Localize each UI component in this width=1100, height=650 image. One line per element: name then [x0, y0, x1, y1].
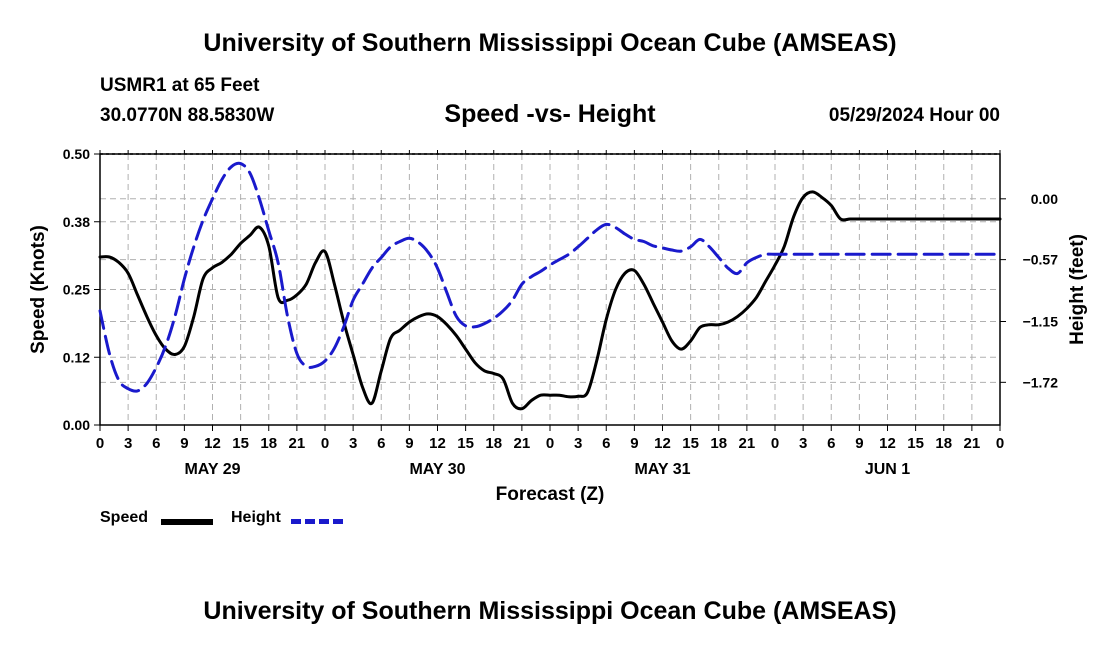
y-tick-label-right: −1.15	[1023, 314, 1059, 330]
x-tick-label: 9	[855, 435, 863, 452]
x-tick-label: 18	[935, 435, 952, 452]
page-title: University of Southern Mississippi Ocean…	[203, 29, 897, 57]
date-label: MAY 31	[634, 461, 690, 478]
x-tick-label: 15	[682, 435, 699, 452]
y-tick-label-right: 0.00	[1031, 191, 1058, 207]
x-tick-label: 18	[260, 435, 277, 452]
y-tick-label-right: −1.72	[1023, 374, 1059, 390]
x-axis-title: Forecast (Z)	[496, 484, 605, 505]
date-label: MAY 29	[184, 461, 240, 478]
x-tick-label: 0	[546, 435, 554, 452]
y-axis-title-left: Speed (Knots)	[28, 225, 49, 354]
coordinates-label: 30.0770N 88.5830W	[100, 105, 275, 126]
x-tick-label: 3	[124, 435, 132, 452]
x-tick-label: 12	[429, 435, 446, 452]
x-tick-label: 0	[771, 435, 779, 452]
x-tick-label: 6	[377, 435, 385, 452]
y-tick-label-left: 0.25	[63, 282, 90, 298]
legend-speed-swatch	[161, 519, 213, 525]
date-label: JUN 1	[865, 461, 910, 478]
x-tick-label: 21	[964, 435, 981, 452]
y-tick-label-left: 0.38	[63, 214, 90, 230]
x-tick-label: 21	[739, 435, 756, 452]
x-tick-label: 9	[405, 435, 413, 452]
x-tick-label: 15	[457, 435, 474, 452]
x-tick-label: 15	[232, 435, 249, 452]
chart-subtitle: Speed -vs- Height	[444, 100, 656, 128]
x-tick-label: 9	[180, 435, 188, 452]
x-tick-label: 15	[907, 435, 924, 452]
x-tick-label: 9	[630, 435, 638, 452]
x-tick-label: 21	[289, 435, 306, 452]
x-tick-label: 0	[321, 435, 329, 452]
x-tick-label: 18	[710, 435, 727, 452]
x-tick-label: 3	[799, 435, 807, 452]
y-tick-label-left: 0.12	[63, 349, 90, 365]
station-label: USMR1 at 65 Feet	[100, 75, 260, 96]
x-tick-label: 12	[879, 435, 896, 452]
legend-height-swatch	[291, 519, 343, 524]
footer-title: University of Southern Mississippi Ocean…	[203, 597, 897, 625]
x-tick-label: 3	[349, 435, 357, 452]
y-axis-title-right: Height (feet)	[1067, 234, 1088, 345]
height-series-line	[98, 161, 1002, 393]
x-tick-label: 3	[574, 435, 582, 452]
x-tick-label: 18	[485, 435, 502, 452]
x-tick-label: 0	[96, 435, 104, 452]
x-tick-label: 12	[204, 435, 221, 452]
y-tick-label-right: −0.57	[1023, 252, 1059, 268]
x-tick-label: 0	[996, 435, 1004, 452]
x-tick-label: 6	[152, 435, 160, 452]
legend-speed-label: Speed	[100, 509, 149, 526]
y-tick-label-left: 0.00	[63, 417, 90, 433]
x-tick-label: 12	[654, 435, 671, 452]
legend-height-label: Height	[231, 509, 281, 526]
date-label: MAY 30	[409, 461, 465, 478]
y-tick-label-left: 0.50	[63, 146, 90, 162]
x-tick-label: 6	[827, 435, 835, 452]
forecast-datetime: 05/29/2024 Hour 00	[828, 105, 1000, 126]
x-tick-label: 6	[602, 435, 610, 452]
x-tick-label: 21	[514, 435, 531, 452]
speed-series-line	[98, 190, 1002, 411]
